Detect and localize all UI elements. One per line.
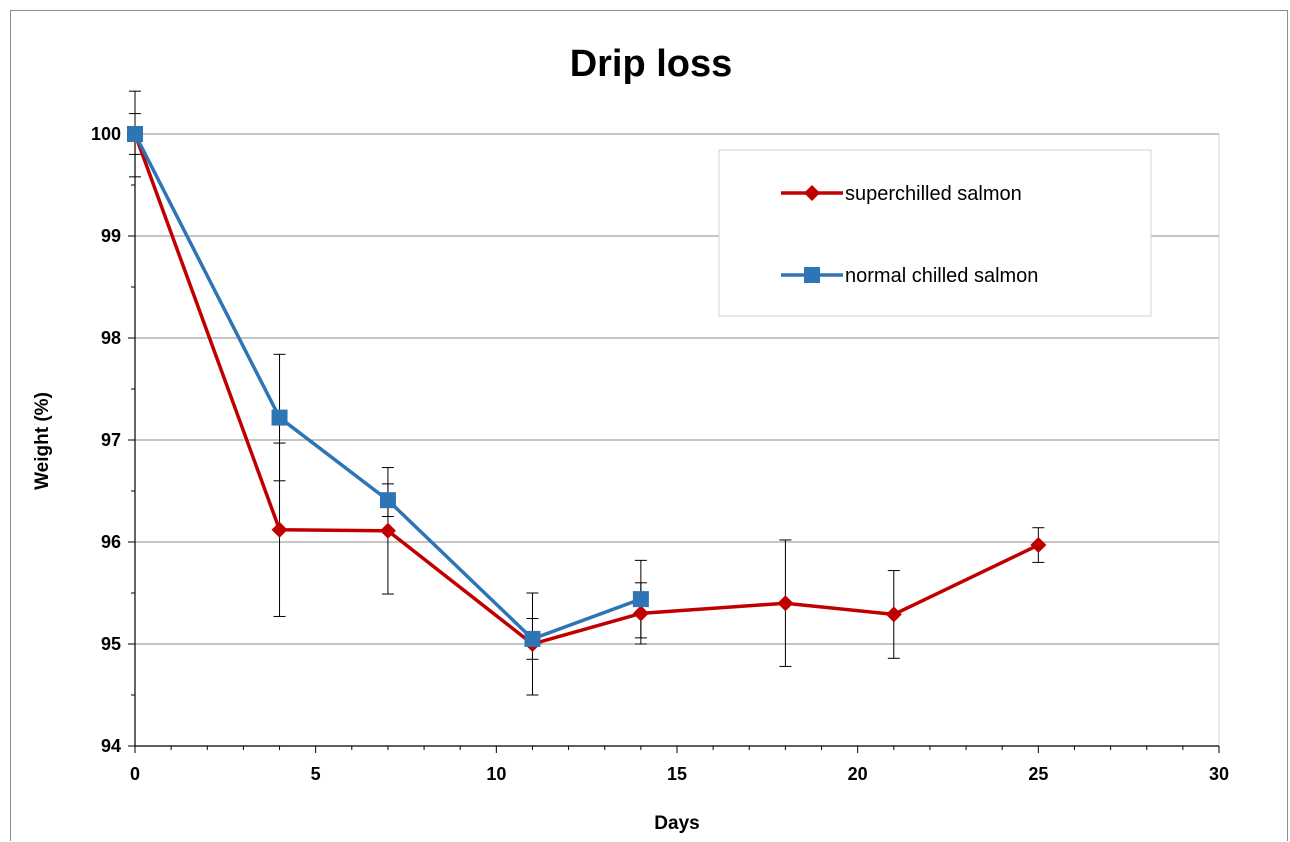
tick-labels: 94 95 96 97 98 99 100 0 5 10 15 20 25 30 — [91, 124, 1229, 784]
axes — [128, 133, 1220, 753]
y-axis-title: Weight (%) — [32, 392, 53, 490]
data-point — [379, 522, 396, 539]
x-tick-label: 25 — [1028, 764, 1048, 784]
legend: superchilled salmon normal chilled salmon — [718, 149, 1152, 317]
data-point — [1030, 537, 1047, 554]
legend-marker — [804, 267, 820, 283]
data-point — [271, 409, 288, 426]
x-tick-label: 20 — [848, 764, 868, 784]
data-point — [524, 630, 541, 647]
x-axis-title: Days — [654, 813, 699, 834]
data-point — [777, 595, 794, 612]
chart-title: Drip loss — [570, 43, 733, 85]
x-tick-label: 0 — [130, 764, 140, 784]
legend-label: superchilled salmon — [845, 183, 1022, 205]
legend-label: normal chilled salmon — [845, 265, 1038, 287]
x-tick-label: 10 — [486, 764, 506, 784]
data-point — [632, 605, 649, 622]
y-tick-label: 98 — [101, 328, 121, 348]
data-point — [885, 606, 902, 623]
x-tick-label: 30 — [1209, 764, 1229, 784]
y-tick-label: 97 — [101, 430, 121, 450]
data-point — [632, 591, 649, 608]
drip-loss-chart: Drip loss 94 95 96 97 98 99 100 0 5 10 15 20 25 30 Da… — [32, 43, 1229, 834]
y-tick-label: 94 — [101, 736, 121, 756]
chart-area: Drip loss 94 95 96 97 98 99 100 0 5 10 15 20 25 30 Da… — [10, 10, 1288, 841]
data-point — [271, 521, 288, 538]
y-tick-label: 95 — [101, 634, 121, 654]
data-point — [379, 492, 396, 509]
y-tick-label: 99 — [101, 226, 121, 246]
y-tick-label: 96 — [101, 532, 121, 552]
legend-marker — [804, 185, 820, 201]
x-tick-label: 5 — [311, 764, 321, 784]
data-point — [127, 126, 143, 142]
series-layer — [127, 90, 1047, 696]
legend-box — [718, 149, 1152, 317]
series-line-0 — [133, 133, 1040, 646]
x-tick-label: 15 — [667, 764, 687, 784]
y-tick-label: 100 — [91, 124, 121, 144]
